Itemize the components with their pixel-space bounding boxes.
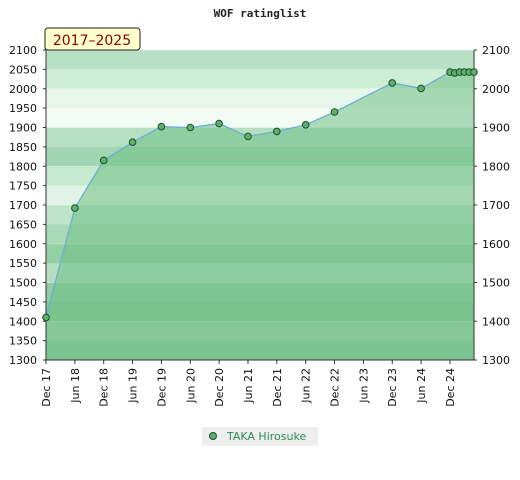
data-point bbox=[157, 122, 166, 131]
y-tick-label: 1650 bbox=[9, 218, 37, 231]
x-tick-label: Dec 18 bbox=[98, 368, 111, 407]
y-tick-label: 1750 bbox=[9, 180, 37, 193]
x-tick-label: Dec 24 bbox=[444, 368, 457, 407]
data-point bbox=[417, 84, 425, 93]
x-tick-label: Jun 19 bbox=[127, 368, 140, 404]
data-point bbox=[186, 123, 195, 132]
y-tick-label-right: 2000 bbox=[482, 83, 510, 96]
data-points bbox=[42, 68, 478, 322]
x-tick-label: Jun 24 bbox=[415, 368, 428, 404]
data-point bbox=[470, 68, 478, 76]
x-tick-label: Jun 23 bbox=[357, 368, 370, 404]
data-point bbox=[244, 132, 252, 141]
y-tick-label: 1450 bbox=[9, 296, 37, 309]
y-tick-label: 1300 bbox=[9, 354, 37, 367]
y-tick-label: 1350 bbox=[9, 335, 37, 348]
legend: TAKA Hirosuke bbox=[202, 427, 318, 446]
bg-band bbox=[46, 69, 474, 90]
y-tick-label: 1600 bbox=[9, 238, 37, 251]
x-tick-label: Dec 17 bbox=[40, 368, 53, 407]
bg-band bbox=[46, 50, 474, 70]
y-tick-label: 1500 bbox=[9, 277, 37, 290]
y-tick-label: 1800 bbox=[9, 160, 37, 173]
y-tick-label: 2050 bbox=[9, 63, 37, 76]
data-point bbox=[330, 108, 339, 116]
x-axis: Dec 17 Jun 18 Dec 18 Jun 19 Dec 19 Jun 20 Dec … bbox=[40, 360, 457, 407]
y-tick-label: 1950 bbox=[9, 102, 37, 115]
y-tick-label: 2100 bbox=[9, 44, 37, 57]
y-tick-label-right: 1900 bbox=[482, 122, 510, 135]
chart-title: WOF ratinglist bbox=[214, 7, 307, 20]
x-tick-label: Dec 21 bbox=[271, 368, 284, 407]
y-tick-label: 1850 bbox=[9, 141, 37, 154]
data-point bbox=[71, 204, 79, 212]
period-badge: 2017–2025 bbox=[44, 27, 141, 51]
y-tick-label-right: 1500 bbox=[482, 277, 510, 290]
y-tick-label: 2000 bbox=[9, 83, 37, 96]
y-tick-label-right: 2100 bbox=[482, 44, 510, 57]
data-point bbox=[301, 121, 310, 129]
x-tick-label: Jun 20 bbox=[184, 368, 197, 404]
data-point bbox=[42, 313, 50, 322]
x-tick-label: Dec 22 bbox=[329, 368, 342, 407]
y-tick-label-right: 1300 bbox=[482, 354, 510, 367]
series-area bbox=[46, 72, 474, 360]
y-tick-label: 1900 bbox=[9, 122, 37, 135]
y-tick-label-right: 1600 bbox=[482, 238, 510, 251]
y-tick-label: 1550 bbox=[9, 257, 37, 270]
y-tick-label-right: 1800 bbox=[482, 160, 510, 173]
x-tick-label: Jun 21 bbox=[242, 368, 255, 404]
x-tick-label: Dec 23 bbox=[386, 368, 399, 407]
y-tick-label: 1400 bbox=[9, 315, 37, 328]
y-axis-left: 1300 1350 1400 1450 1500 1550 1600 1650 1700 1750… bbox=[9, 44, 46, 367]
data-point bbox=[273, 127, 281, 136]
data-point bbox=[388, 79, 397, 87]
x-tick-label: Jun 22 bbox=[300, 368, 313, 404]
x-tick-label: Dec 19 bbox=[155, 368, 168, 407]
period-badge-text: 2017–2025 bbox=[53, 33, 131, 49]
data-point bbox=[215, 119, 223, 128]
x-tick-label: Jun 18 bbox=[69, 368, 82, 404]
y-tick-label-right: 1400 bbox=[482, 315, 510, 328]
data-point bbox=[128, 138, 137, 146]
x-tick-label: Dec 20 bbox=[213, 368, 226, 407]
data-point bbox=[99, 156, 108, 165]
legend-marker-icon bbox=[209, 432, 217, 440]
y-tick-label-right: 1700 bbox=[482, 199, 510, 212]
y-tick-label: 1700 bbox=[9, 199, 37, 212]
legend-label: TAKA Hirosuke bbox=[226, 430, 306, 443]
y-axis-right: 1300 1400 1500 1600 1700 1800 1900 2000 2100 bbox=[474, 44, 510, 367]
